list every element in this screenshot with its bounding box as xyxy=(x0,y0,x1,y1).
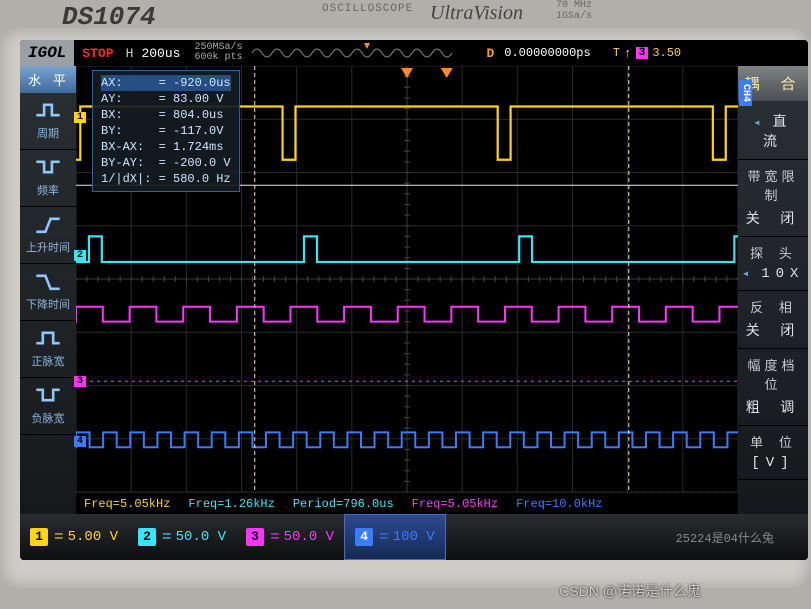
cursor-row: BX-AX: = 1.724ms xyxy=(101,139,231,155)
trigger-level[interactable]: 3.50 xyxy=(652,46,681,60)
cursor-row: 1/|dX|: = 580.0 Hz xyxy=(101,171,231,187)
delay-value[interactable]: 0.00000000ps xyxy=(504,46,590,60)
menu-block-2[interactable]: 探 头◂10X xyxy=(738,237,808,291)
period-ch2: Period=796.0us xyxy=(293,497,394,511)
right-menu-sidebar: 耦 合 ◂直 流带宽限制关 闭探 头◂10X反 相关 闭幅度档位粗 调单 位[V… xyxy=(738,66,808,536)
trigger-edge-icon: ↑ xyxy=(624,46,632,61)
ch4-ground-tag: 4 xyxy=(74,436,86,447)
ch2-ground-tag: 2 xyxy=(74,250,86,261)
sample-rate: 250MSa/s600k pts xyxy=(194,43,242,63)
ultravision-label: UltraVision xyxy=(430,2,523,25)
channel-slot-3[interactable]: 3=50.0 V xyxy=(236,514,344,560)
measurement-strip: Freq=5.05kHz Freq=1.26kHz Period=796.0us… xyxy=(76,492,738,514)
channel-slot-2[interactable]: 2=50.0 V xyxy=(128,514,236,560)
channel-slot-1[interactable]: 1=5.00 V xyxy=(20,514,128,560)
left-sidebar-header: 水 平 xyxy=(20,66,76,93)
trigger-label: T xyxy=(613,46,620,60)
delay-label: D xyxy=(486,46,494,61)
freq-ch3: Freq=5.05kHz xyxy=(412,497,498,511)
memory-map xyxy=(252,43,452,63)
menu-block-5[interactable]: 单 位[V] xyxy=(738,426,808,480)
menu-block-3[interactable]: 反 相关 闭 xyxy=(738,291,808,349)
freq-ch1: Freq=5.05kHz xyxy=(84,497,170,511)
freq-ch2: Freq=1.26kHz xyxy=(188,497,274,511)
cursor-readout-box: AX: = -920.0usAY: = 83.00 VBX: = 804.0us… xyxy=(92,70,240,192)
measure-item-0[interactable]: 周期 xyxy=(20,93,76,150)
brand-logo: IGOL xyxy=(20,40,74,66)
measure-item-4[interactable]: 正脉宽 xyxy=(20,321,76,378)
oscilloscope-tag: OSCILLOSCOPE xyxy=(322,3,413,15)
watermark: CSDN @诺诺是什么鬼 xyxy=(559,581,701,601)
left-measure-sidebar: 水 平 周期 频率 上升时间 下降时间 正脉宽 负脉宽 xyxy=(20,66,76,536)
clock-time: 25224是04什么兔 xyxy=(676,529,808,546)
cursor-row: BY-AY: = -200.0 V xyxy=(101,155,231,171)
ch3-ground-tag: 3 xyxy=(74,376,86,387)
channel-slot-4[interactable]: 4=100 V xyxy=(344,514,446,560)
measure-item-1[interactable]: 频率 xyxy=(20,150,76,207)
horizontal-label: H xyxy=(126,46,134,61)
measure-item-5[interactable]: 负脉宽 xyxy=(20,378,76,435)
trigger-channel[interactable]: 3 xyxy=(636,47,649,59)
run-state: STOP xyxy=(82,46,113,61)
menu-block-0[interactable]: ◂直 流 xyxy=(738,101,808,160)
cursor-row: BY: = -117.0V xyxy=(101,123,231,139)
ch1-ground-tag: 1 xyxy=(74,112,86,123)
top-status-bar: IGOL STOP H 200us 250MSa/s600k pts D 0.0… xyxy=(20,40,808,66)
ch4-right-tag: CH4 xyxy=(739,80,752,106)
menu-block-1[interactable]: 带宽限制关 闭 xyxy=(738,160,808,237)
menu-block-4[interactable]: 幅度档位粗 调 xyxy=(738,349,808,426)
channel-bar: 1=5.00 V2=50.0 V3=50.0 V4=100 V 25224是04… xyxy=(20,514,808,560)
oscilloscope-screen: IGOL STOP H 200us 250MSa/s600k pts D 0.0… xyxy=(20,40,808,560)
bandwidth-spec: 70 MHz1GSa/s xyxy=(556,0,592,22)
freq-ch4: Freq=10.0kHz xyxy=(516,497,602,511)
cursor-row: AX: = -920.0us xyxy=(101,75,231,91)
waveform-grid[interactable]: AX: = -920.0usAY: = 83.00 VBX: = 804.0us… xyxy=(76,66,738,492)
cursor-row: BX: = 804.0us xyxy=(101,107,231,123)
measure-item-2[interactable]: 上升时间 xyxy=(20,207,76,264)
cursor-row: AY: = 83.00 V xyxy=(101,91,231,107)
timebase-value[interactable]: 200us xyxy=(141,46,180,61)
measure-item-3[interactable]: 下降时间 xyxy=(20,264,76,321)
